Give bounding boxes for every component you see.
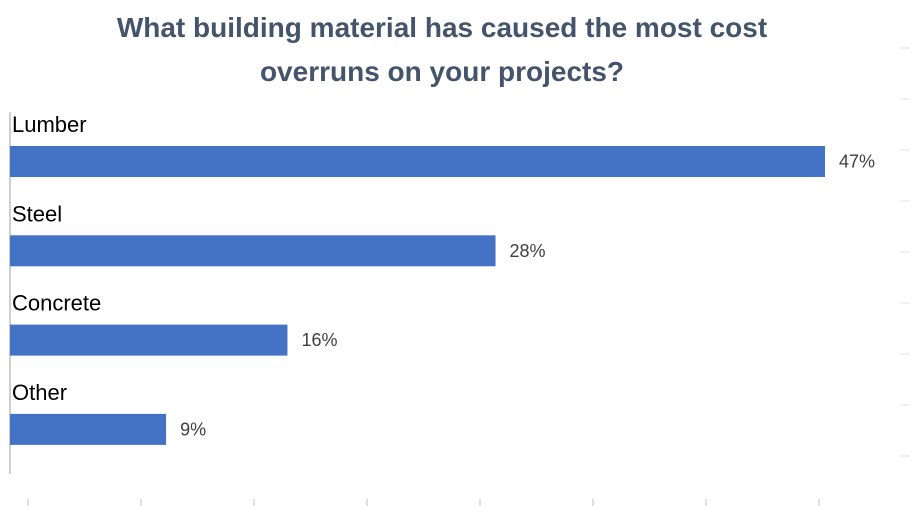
bar-lumber [10,146,825,177]
labels-layer: Lumber 47% Steel 28% Concrete 16% Other 9% [12,112,875,439]
category-label: Lumber [12,112,87,137]
bars-layer [10,146,825,445]
bar-other [10,413,167,445]
data-label: 16% [301,330,337,350]
category-label: Steel [12,201,62,226]
chart-title-line-1: What building material has caused the mo… [116,12,768,43]
data-label: 47% [839,152,875,172]
bar-steel [10,235,496,267]
data-label: 28% [510,241,546,261]
chart-title: What building material has caused the mo… [0,6,884,94]
data-label: 9% [180,419,206,439]
category-label: Other [12,380,67,405]
category-label: Concrete [12,291,101,316]
bar-concrete [10,324,288,356]
chart-title-line-2: overruns on your projects? [259,56,625,87]
